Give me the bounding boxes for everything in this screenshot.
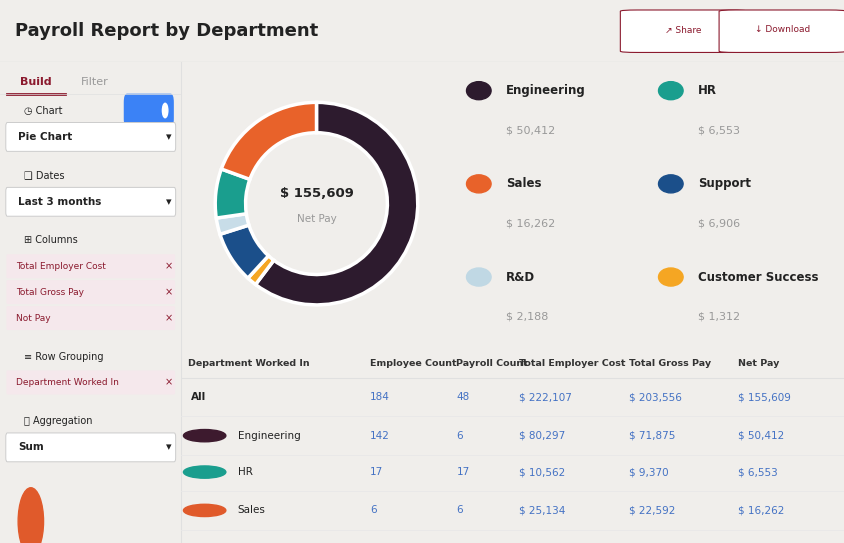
- Text: $ 71,875: $ 71,875: [629, 431, 675, 441]
- Text: ≡ Row Grouping: ≡ Row Grouping: [24, 351, 103, 362]
- Text: All: All: [192, 393, 207, 402]
- FancyBboxPatch shape: [7, 370, 175, 395]
- Text: HR: HR: [698, 84, 717, 97]
- Text: $ 1,312: $ 1,312: [698, 312, 740, 321]
- Text: Total Employer Cost: Total Employer Cost: [16, 262, 106, 271]
- Text: $ 10,562: $ 10,562: [519, 467, 565, 477]
- Text: ▾: ▾: [166, 132, 171, 142]
- Text: 6: 6: [371, 506, 377, 515]
- Text: $ 16,262: $ 16,262: [506, 218, 555, 229]
- Text: Total Gross Pay: Total Gross Pay: [16, 288, 84, 296]
- Text: ×: ×: [165, 287, 173, 297]
- Text: $ 6,553: $ 6,553: [738, 467, 777, 477]
- Text: $ 6,553: $ 6,553: [698, 125, 739, 135]
- Wedge shape: [248, 256, 273, 285]
- Circle shape: [183, 466, 226, 478]
- Wedge shape: [256, 102, 418, 305]
- Circle shape: [162, 103, 168, 118]
- Text: $ 50,412: $ 50,412: [738, 431, 784, 441]
- Text: Last 3 months: Last 3 months: [19, 197, 101, 207]
- Text: $ 2,188: $ 2,188: [506, 312, 548, 321]
- Text: Total Employer Cost: Total Employer Cost: [519, 359, 626, 368]
- Text: ↗ Share: ↗ Share: [665, 26, 702, 34]
- Text: Employee Count: Employee Count: [371, 359, 457, 368]
- Text: $ 50,412: $ 50,412: [506, 125, 555, 135]
- Circle shape: [658, 81, 683, 100]
- Text: $ 25,134: $ 25,134: [519, 506, 565, 515]
- Text: ×: ×: [165, 377, 173, 388]
- FancyBboxPatch shape: [7, 280, 175, 304]
- FancyBboxPatch shape: [124, 94, 174, 127]
- Wedge shape: [216, 214, 249, 234]
- Text: SA: SA: [200, 508, 209, 513]
- Circle shape: [467, 175, 491, 193]
- FancyBboxPatch shape: [719, 10, 844, 53]
- FancyBboxPatch shape: [6, 187, 176, 216]
- Text: 17: 17: [457, 467, 469, 477]
- Text: Sales: Sales: [238, 506, 266, 515]
- Text: ⊞ Columns: ⊞ Columns: [24, 235, 78, 245]
- Text: $ 6,906: $ 6,906: [698, 218, 740, 229]
- Text: E: E: [202, 431, 208, 440]
- Wedge shape: [221, 102, 316, 179]
- Text: HR: HR: [238, 467, 252, 477]
- Text: $ 22,592: $ 22,592: [629, 506, 675, 515]
- Text: ⎘ Aggregation: ⎘ Aggregation: [24, 416, 92, 426]
- Text: Department Worked In: Department Worked In: [16, 378, 119, 387]
- Text: ◷ Chart: ◷ Chart: [24, 105, 62, 116]
- Text: Engineering: Engineering: [238, 431, 300, 441]
- Text: Support: Support: [698, 178, 750, 191]
- Text: ↓ Download: ↓ Download: [755, 26, 810, 34]
- Text: Customer Success: Customer Success: [698, 270, 818, 283]
- Text: Net Pay: Net Pay: [738, 359, 779, 368]
- Text: Engineering: Engineering: [506, 84, 586, 97]
- FancyBboxPatch shape: [7, 306, 175, 330]
- Text: Department Worked In: Department Worked In: [188, 359, 310, 368]
- Text: 142: 142: [371, 431, 390, 441]
- Circle shape: [183, 430, 226, 442]
- Wedge shape: [220, 225, 268, 278]
- Text: 48: 48: [457, 393, 469, 402]
- Text: H: H: [202, 468, 208, 477]
- Text: Sum: Sum: [19, 443, 44, 452]
- Circle shape: [19, 488, 44, 543]
- Wedge shape: [215, 169, 250, 218]
- Circle shape: [658, 268, 683, 286]
- Text: $ 9,370: $ 9,370: [629, 467, 668, 477]
- Text: 184: 184: [371, 393, 390, 402]
- Circle shape: [658, 175, 683, 193]
- Text: ×: ×: [165, 261, 173, 271]
- FancyBboxPatch shape: [620, 10, 747, 53]
- Text: ×: ×: [165, 313, 173, 323]
- Text: $ 222,107: $ 222,107: [519, 393, 572, 402]
- FancyBboxPatch shape: [6, 123, 176, 151]
- Circle shape: [467, 81, 491, 100]
- Circle shape: [183, 504, 226, 516]
- Text: $ 155,609: $ 155,609: [279, 187, 354, 200]
- Text: ▾: ▾: [166, 197, 171, 207]
- FancyBboxPatch shape: [7, 254, 175, 278]
- Text: $ 16,262: $ 16,262: [738, 506, 784, 515]
- Text: ▾: ▾: [166, 443, 171, 452]
- Text: 6: 6: [457, 431, 463, 441]
- Text: $ 155,609: $ 155,609: [738, 393, 791, 402]
- Text: R&D: R&D: [506, 270, 535, 283]
- Text: Payroll Report by Department: Payroll Report by Department: [15, 22, 318, 40]
- Text: $ 203,556: $ 203,556: [629, 393, 682, 402]
- Text: 6: 6: [457, 506, 463, 515]
- FancyBboxPatch shape: [6, 433, 176, 462]
- Text: SA: SA: [24, 517, 38, 526]
- Text: Net Pay: Net Pay: [296, 214, 337, 224]
- Text: Not Pay: Not Pay: [16, 314, 51, 323]
- Text: Total Gross Pay: Total Gross Pay: [629, 359, 711, 368]
- Text: $ 80,297: $ 80,297: [519, 431, 565, 441]
- Text: Sales: Sales: [506, 178, 541, 191]
- Circle shape: [467, 268, 491, 286]
- Text: 17: 17: [371, 467, 383, 477]
- Text: Payroll Count: Payroll Count: [457, 359, 528, 368]
- Text: Filter: Filter: [80, 77, 108, 87]
- Text: Pie Chart: Pie Chart: [19, 132, 73, 142]
- Text: Build: Build: [20, 77, 52, 87]
- Text: ❑ Dates: ❑ Dates: [24, 171, 64, 180]
